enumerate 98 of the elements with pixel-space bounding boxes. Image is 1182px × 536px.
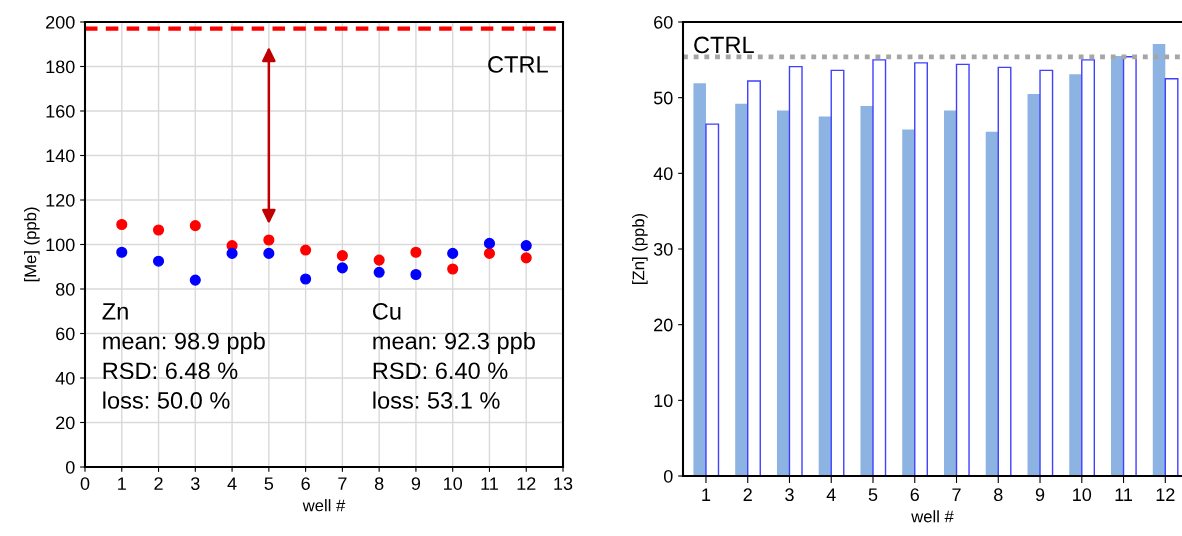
- point: [336, 262, 348, 274]
- bar: [788, 65, 803, 476]
- y-axis-title: [Zn] (ppb): [632, 213, 648, 284]
- bar: [955, 63, 970, 476]
- y-tick-label: 10: [654, 394, 673, 408]
- x-tick-label: 5: [868, 488, 878, 502]
- x-tick-label: 5: [264, 477, 274, 490]
- point: [152, 255, 165, 267]
- point: [152, 224, 165, 236]
- y-tick-label: 20: [654, 318, 673, 332]
- y-tick-label: 60: [56, 327, 75, 341]
- bar: [693, 83, 706, 476]
- y-tick-label: 60: [654, 15, 673, 29]
- y-tick-label: 40: [653, 167, 673, 181]
- point: [263, 234, 275, 246]
- bar: [747, 80, 761, 476]
- y-tick-label: 30: [653, 242, 673, 256]
- y-tick-label: 180: [46, 60, 75, 74]
- y-tick-label: 50: [653, 91, 673, 105]
- point: [410, 268, 422, 281]
- y-tick-label: 140: [46, 149, 75, 163]
- x-tick-label: 12: [1156, 488, 1175, 501]
- x-tick-label: 13: [554, 477, 573, 490]
- bar: [705, 123, 720, 476]
- y-tick-label: 100: [46, 238, 75, 252]
- bar: [1081, 59, 1096, 476]
- y-tick-label: 0: [65, 460, 75, 474]
- bar: [776, 110, 790, 476]
- bar: [1039, 69, 1054, 476]
- point: [300, 244, 312, 256]
- point: [263, 247, 275, 259]
- x-tick-label: 8: [994, 488, 1003, 502]
- bar: [1069, 74, 1082, 476]
- x-tick-label: 11: [1115, 488, 1133, 501]
- bar: [943, 110, 957, 476]
- x-tick-label: 4: [826, 488, 836, 501]
- bar: [1122, 56, 1137, 476]
- point: [520, 240, 532, 252]
- bar: [1164, 78, 1179, 476]
- x-tick-label: 4: [227, 477, 237, 490]
- x-tick-label: 6: [301, 477, 310, 490]
- x-tick-label: 12: [517, 477, 536, 490]
- point: [336, 250, 348, 262]
- x-tick-label: 2: [154, 477, 163, 490]
- x-tick-label: 1: [702, 488, 711, 501]
- bar: [872, 59, 887, 476]
- x-tick-label: 7: [338, 477, 347, 490]
- x-axis-title: well #: [911, 510, 954, 523]
- y-tick-label: 120: [46, 193, 75, 207]
- bar: [985, 131, 999, 476]
- point: [226, 247, 238, 259]
- point: [189, 274, 201, 286]
- annotation: Cu mean: 92.3 ppb RSD: 6.40 % loss: 53.1 %: [373, 302, 535, 409]
- y-tick-label: 200: [46, 15, 75, 29]
- y-axis-title: [Me] (ppb): [24, 207, 40, 282]
- x-tick-label: 2: [743, 488, 752, 501]
- bar: [830, 69, 845, 476]
- point: [373, 266, 385, 278]
- y-tick-label: 20: [56, 416, 75, 430]
- x-tick-label: 10: [444, 477, 463, 490]
- point: [300, 273, 312, 285]
- point: [116, 246, 128, 258]
- point: [189, 220, 201, 232]
- point: [483, 237, 496, 249]
- point: [373, 254, 385, 266]
- point: [116, 218, 128, 231]
- bar: [860, 105, 873, 476]
- point: [447, 247, 459, 259]
- bar: [1027, 93, 1041, 476]
- bar: [735, 103, 748, 476]
- x-tick-label: 9: [1035, 488, 1045, 502]
- bar: [818, 116, 832, 476]
- x-tick-label: 3: [785, 488, 794, 502]
- ref-line-label: CTRL: [694, 36, 754, 54]
- bar: [902, 129, 915, 476]
- x-tick-label: 9: [411, 477, 421, 490]
- y-tick-label: 40: [55, 371, 75, 385]
- annotation: Zn mean: 98.9 ppb RSD: 6.48 % loss: 50.0 %: [102, 303, 265, 409]
- bar: [1152, 43, 1166, 476]
- x-tick-label: 3: [190, 477, 200, 490]
- point: [447, 263, 459, 275]
- bar: [914, 62, 928, 476]
- x-tick-label: 8: [374, 477, 384, 490]
- bar: [1111, 56, 1124, 476]
- point: [520, 252, 532, 264]
- x-tick-label: 11: [481, 477, 498, 490]
- x-tick-label: 10: [1073, 488, 1092, 502]
- y-tick-label: 80: [55, 282, 75, 296]
- x-tick-label: 0: [80, 477, 90, 490]
- x-tick-label: 7: [952, 488, 961, 501]
- ref-line-label: CTRL: [488, 56, 548, 73]
- x-axis-title: well #: [302, 499, 346, 512]
- point: [483, 247, 496, 259]
- point: [410, 246, 422, 258]
- y-tick-label: 160: [46, 104, 75, 118]
- x-tick-label: 6: [910, 488, 919, 502]
- x-tick-label: 1: [118, 477, 126, 490]
- bar: [997, 66, 1012, 476]
